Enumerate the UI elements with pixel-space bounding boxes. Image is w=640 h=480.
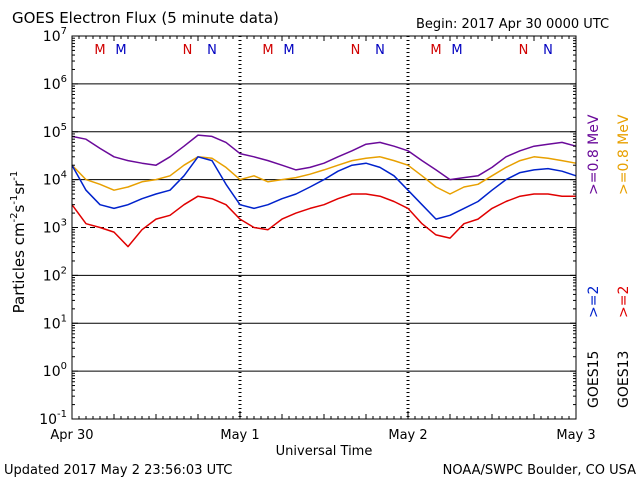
marker-label: N xyxy=(375,43,385,58)
y-tick-label: 104 xyxy=(43,170,67,189)
marker-label: N xyxy=(183,43,193,58)
y-tick-label: 105 xyxy=(43,122,67,141)
begin-date: Begin: 2017 Apr 30 0000 UTC xyxy=(416,17,609,32)
marker-label: M xyxy=(430,43,441,58)
marker-label: M xyxy=(283,43,294,58)
grid xyxy=(72,83,576,372)
marker-label: M xyxy=(94,43,105,58)
x-axis-label: Universal Time xyxy=(276,444,373,459)
y-tick-label: 10-1 xyxy=(39,409,67,428)
y-tick-label: 100 xyxy=(43,361,67,380)
source-credit: NOAA/SWPC Boulder, CO USA xyxy=(443,463,636,478)
legend-satellite: GOES13 xyxy=(616,351,632,408)
series-lines xyxy=(71,134,577,248)
chart-title: GOES Electron Flux (5 minute data) xyxy=(12,9,279,27)
marker-label: N xyxy=(519,43,529,58)
x-axis-ticks: Apr 30 May 1 May 2 May 3 xyxy=(50,36,596,443)
y-tick-label: 106 xyxy=(43,74,67,93)
legend-item: >=2 xyxy=(616,286,632,318)
series-line xyxy=(71,193,576,248)
y-tick-label: 107 xyxy=(43,26,67,45)
y-axis-label: Particles cm-2s-1sr-1 xyxy=(9,171,28,314)
y-tick-label: 101 xyxy=(43,313,67,332)
y-tick-label: 102 xyxy=(43,265,67,284)
legend-item: >=0.8 MeV xyxy=(586,114,602,195)
y-axis-ticks: 107 106 105 104 103 102 101 100 10-1 xyxy=(39,26,576,428)
marker-label: N xyxy=(207,43,217,58)
series-line xyxy=(71,134,577,181)
legend-item: >=0.8 MeV xyxy=(616,114,632,195)
x-tick-label: May 3 xyxy=(556,428,595,443)
y-tick-label: 103 xyxy=(43,218,67,237)
series-line xyxy=(71,156,577,220)
marker-label: M xyxy=(451,43,462,58)
marker-label: N xyxy=(351,43,361,58)
updated-timestamp: Updated 2017 May 2 23:56:03 UTC xyxy=(4,463,232,478)
legend: GOES15 >=0.8 MeV >=2 GOES13 >=0.8 MeV >=2 xyxy=(586,114,632,408)
marker-label: M xyxy=(115,43,126,58)
legend-item: >=2 xyxy=(586,286,602,318)
x-tick-label: Apr 30 xyxy=(50,428,93,443)
x-tick-label: May 2 xyxy=(388,428,427,443)
marker-label: M xyxy=(262,43,273,58)
series-line xyxy=(71,156,577,195)
x-tick-label: May 1 xyxy=(220,428,259,443)
legend-satellite: GOES15 xyxy=(586,351,602,408)
marker-label: N xyxy=(543,43,553,58)
